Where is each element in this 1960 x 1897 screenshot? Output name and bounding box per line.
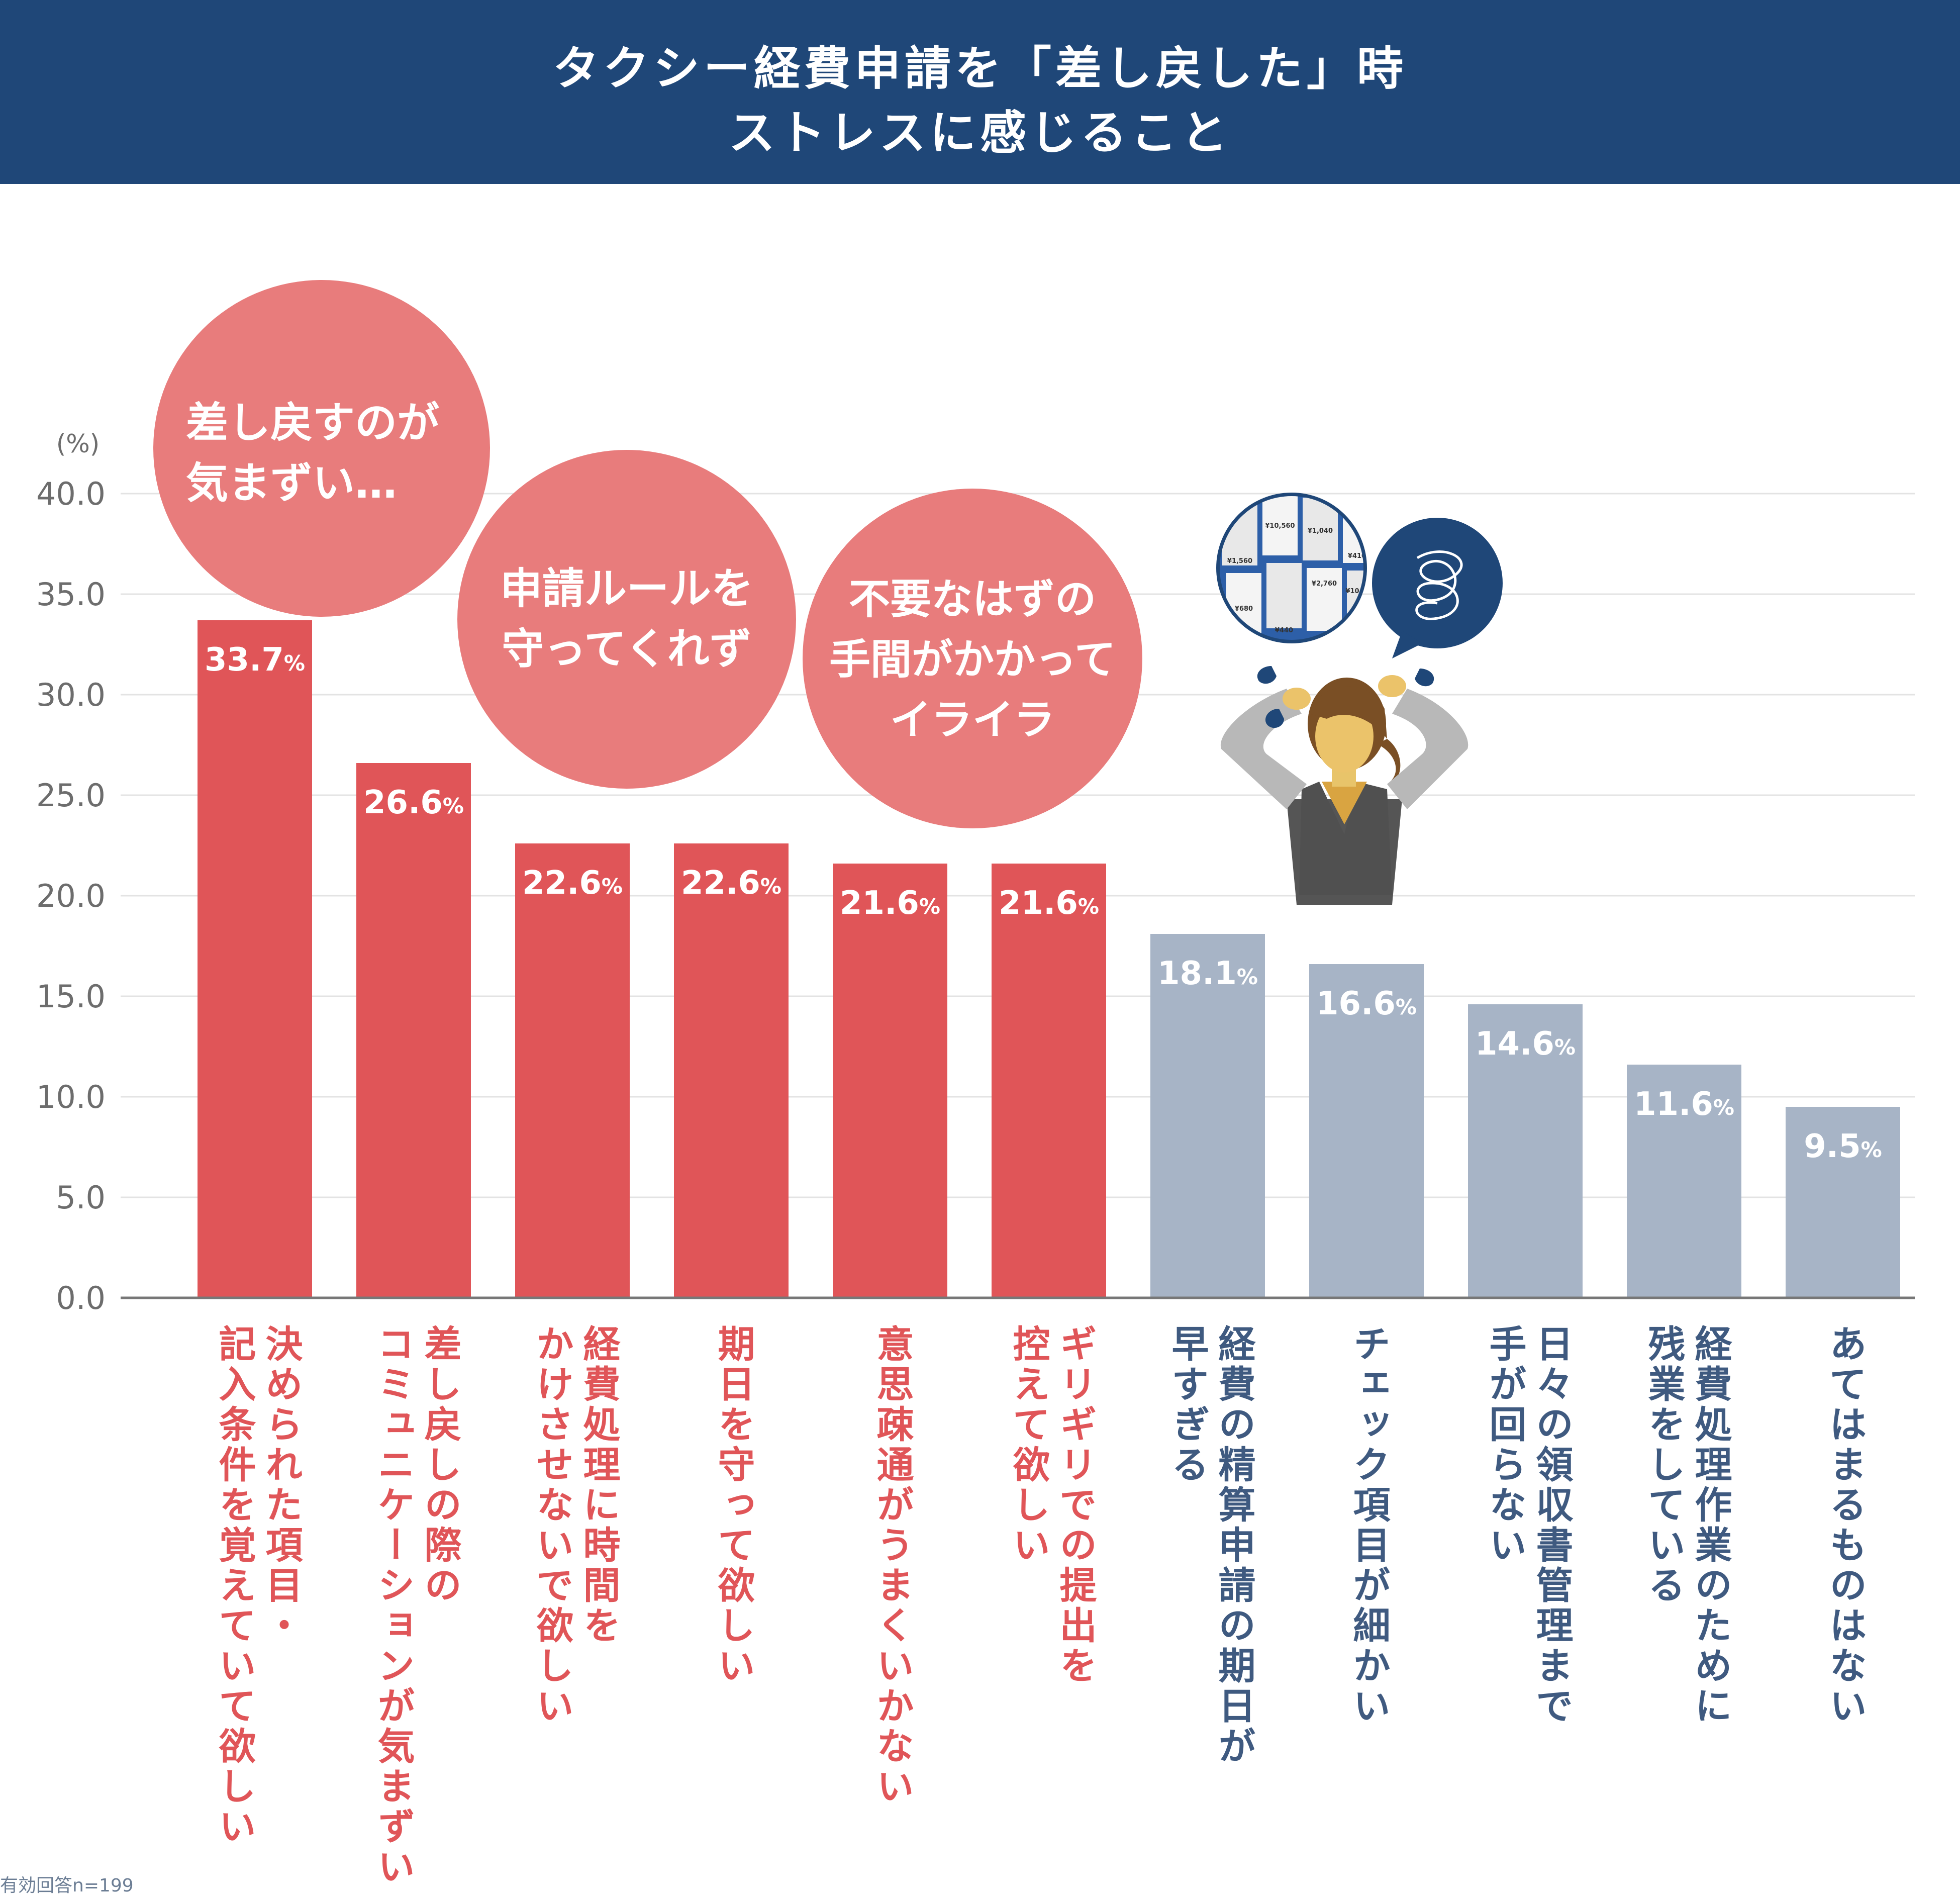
y-tick-label: 15.0 bbox=[36, 978, 106, 1015]
stressed-woman-icon bbox=[1220, 675, 1468, 905]
data-label: 9.5% bbox=[1804, 1128, 1882, 1165]
bar bbox=[1468, 1004, 1583, 1298]
chart-title-line-2: ストレスに感じること bbox=[728, 106, 1231, 160]
data-label: 16.6% bbox=[1316, 985, 1417, 1022]
y-tick-label: 0.0 bbox=[56, 1280, 106, 1316]
speech-bubble-text: 手間がかかって bbox=[829, 636, 1116, 684]
y-tick-label: 35.0 bbox=[36, 576, 106, 613]
speech-bubble-text: 不要なはずの bbox=[849, 576, 1096, 623]
bar bbox=[674, 843, 789, 1298]
sample-size-note: 有効回答n=199 bbox=[0, 1875, 134, 1896]
data-label: 14.6% bbox=[1475, 1025, 1576, 1063]
speech-bubble-text: 気まずい… bbox=[186, 458, 397, 508]
data-label: 33.7% bbox=[205, 641, 305, 679]
x-category-label-line: 早すぎる bbox=[1165, 1324, 1209, 1485]
x-category-label-line: 意思疎通がうまくいかない bbox=[870, 1324, 914, 1807]
x-category-label-line: ギリギリでの提出を bbox=[1053, 1324, 1097, 1686]
y-tick-label: 40.0 bbox=[36, 476, 106, 512]
bar bbox=[1786, 1107, 1900, 1298]
x-category-label-line: 手が回らない bbox=[1483, 1324, 1526, 1566]
y-tick-label: 10.0 bbox=[36, 1079, 106, 1115]
speech-bubble-text: 申請ルールを bbox=[500, 564, 753, 613]
x-category-label-line: チェック項目が細かい bbox=[1347, 1324, 1390, 1727]
x-category-label-line: 記入条件を覚えていて欲しい bbox=[213, 1324, 256, 1847]
x-category-label-line: かけさせないで欲しい bbox=[530, 1324, 573, 1727]
y-tick-label: 20.0 bbox=[36, 878, 106, 914]
speech-bubble bbox=[803, 489, 1142, 828]
title-banner: タクシー経費申請を「差し戻した」時 ストレスに感じること bbox=[0, 0, 1960, 184]
data-label: 11.6% bbox=[1634, 1086, 1734, 1123]
bars: 33.7% 26.6% 22.6% 22.6% 21.6% 21.6% 18.1% 16.6%… bbox=[198, 620, 1900, 1298]
bar bbox=[1627, 1065, 1741, 1298]
x-category-label-line: コミュニケーションが気まずい bbox=[371, 1324, 415, 1887]
receipt-amount: ¥410 bbox=[1348, 552, 1366, 560]
x-category-label-line: 決められた項目・ bbox=[259, 1324, 303, 1646]
speech-bubble-text: 守ってくれず bbox=[502, 624, 751, 674]
x-category-label-line: 経費処理作業のために bbox=[1689, 1324, 1732, 1727]
x-category-label-line: 控えて欲しい bbox=[1007, 1324, 1050, 1566]
receipt-amount: ¥1,560 bbox=[1227, 557, 1252, 565]
bar bbox=[833, 864, 947, 1298]
data-label: 21.6% bbox=[840, 885, 940, 922]
x-category-label-line: 経費処理に時間を bbox=[577, 1324, 620, 1646]
y-tick-label: 5.0 bbox=[56, 1179, 106, 1216]
data-label: 22.6% bbox=[681, 865, 781, 902]
bar bbox=[1150, 934, 1265, 1298]
y-tick-label: 25.0 bbox=[36, 777, 106, 814]
receipt-amount: ¥440 bbox=[1275, 627, 1293, 634]
sweat-drop-icon bbox=[1257, 666, 1434, 728]
data-label: 21.6% bbox=[999, 885, 1099, 922]
y-axis-ticks: 0.0 5.0 10.0 15.0 20.0 25.0 30.0 35.0 40.0 bbox=[36, 476, 106, 1316]
bar bbox=[992, 864, 1106, 1298]
receipt-amount: ¥680 bbox=[1235, 605, 1253, 613]
x-category-label-line: あてはまるものはない bbox=[1823, 1324, 1867, 1727]
speech-bubble-text: イライラ bbox=[890, 696, 1055, 744]
bar bbox=[515, 843, 630, 1298]
chart-title-line-1: タクシー経費申請を「差し戻した」時 bbox=[552, 42, 1407, 96]
speech-bubble bbox=[153, 280, 490, 617]
x-category-label-line: 差し戻しの際の bbox=[418, 1324, 461, 1606]
receipt-amount: ¥10,560 bbox=[1265, 522, 1295, 530]
speech-bubble-text: 差し戻すのが bbox=[186, 398, 439, 447]
receipts-bubble-icon: ¥10,560 ¥1,040 ¥410 ¥1,560 ¥2,760 ¥680 ¥… bbox=[1216, 493, 1367, 643]
x-category-label-line: 日々の領収書管理まで bbox=[1530, 1324, 1573, 1727]
x-category-label-line: 経費の精算申請の期日が bbox=[1212, 1324, 1255, 1767]
bar bbox=[1309, 964, 1424, 1298]
y-tick-label: 30.0 bbox=[36, 677, 106, 713]
bar bbox=[356, 763, 471, 1298]
x-category-label-line: 残業をしている bbox=[1642, 1324, 1685, 1606]
data-label: 18.1% bbox=[1157, 955, 1258, 992]
x-category-label-line: 期日を守って欲しい bbox=[712, 1324, 755, 1686]
tangled-thought-bubble-icon bbox=[1372, 518, 1503, 658]
receipt-amount: ¥1,040 bbox=[1308, 527, 1333, 535]
data-label: 22.6% bbox=[522, 865, 623, 902]
data-label: 26.6% bbox=[363, 784, 464, 821]
y-axis-unit-label: (%) bbox=[56, 429, 100, 458]
receipt-amount: ¥2,760 bbox=[1312, 580, 1337, 588]
speech-bubble bbox=[457, 450, 796, 789]
bar bbox=[198, 620, 312, 1298]
